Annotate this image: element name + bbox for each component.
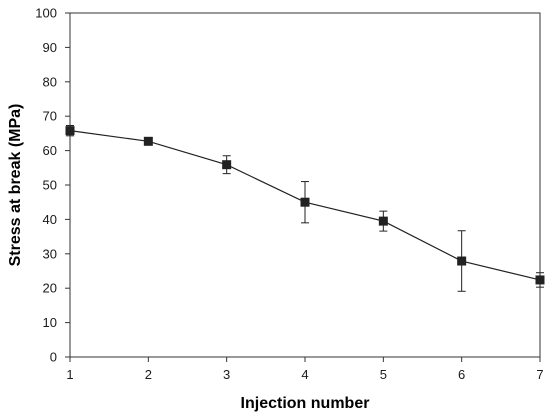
x-tick-label: 6 [458, 367, 465, 382]
x-tick-label: 7 [536, 367, 543, 382]
data-point-square [65, 126, 75, 136]
y-tick-label: 20 [43, 281, 57, 296]
x-tick-label: 1 [66, 367, 73, 382]
y-tick-label: 100 [35, 6, 57, 21]
y-tick-label: 30 [43, 246, 57, 261]
data-series [65, 124, 545, 292]
y-tick-label: 0 [50, 350, 57, 365]
y-tick-label: 80 [43, 74, 57, 89]
data-point-square [300, 197, 310, 207]
x-tick-label: 4 [301, 367, 308, 382]
y-tick-label: 40 [43, 212, 57, 227]
x-axis-title: Injection number [241, 395, 370, 412]
y-tick-label: 10 [43, 315, 57, 330]
data-point-square [378, 216, 388, 226]
data-point-square [143, 136, 153, 146]
y-tick-label: 50 [43, 178, 57, 193]
data-point-square [457, 256, 467, 266]
y-tick-label: 90 [43, 40, 57, 55]
x-tick-label: 3 [223, 367, 230, 382]
y-tick-label: 70 [43, 109, 57, 124]
data-point-square [535, 275, 545, 285]
y-axis-title: Stress at break (MPa) [7, 104, 24, 267]
y-tick-label: 60 [43, 143, 57, 158]
x-tick-label: 2 [145, 367, 152, 382]
x-tick-label: 5 [380, 367, 387, 382]
data-point-square [222, 160, 232, 170]
